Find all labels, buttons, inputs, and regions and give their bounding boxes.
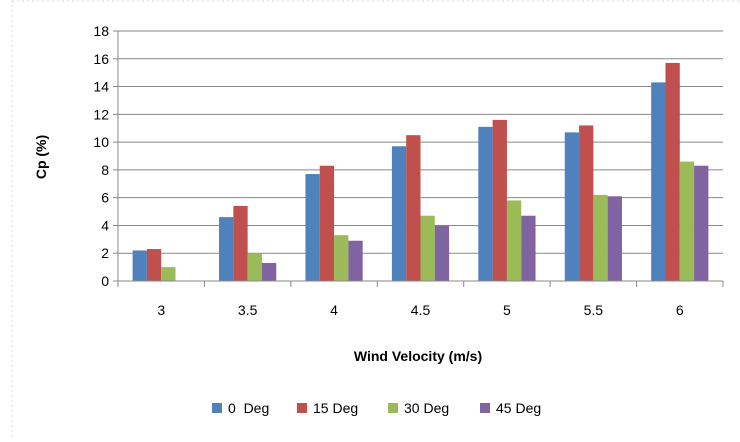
bar [593, 194, 608, 281]
y-tick-label: 6 [101, 190, 109, 206]
y-tick-label: 14 [93, 79, 109, 95]
legend: 0 Deg 15 Deg 30 Deg 45 Deg [212, 400, 541, 416]
x-tick-label: 5.5 [584, 302, 604, 318]
x-tick-label: 3 [157, 302, 165, 318]
bar [651, 82, 666, 281]
legend-label: 15 Deg [313, 400, 358, 416]
bar [694, 165, 709, 281]
x-tick-labels: 3 3.5 4 4.5 5 5.5 6 [157, 302, 684, 318]
x-tick-label: 6 [676, 302, 684, 318]
bar [334, 235, 349, 281]
y-tick-label: 4 [101, 217, 109, 233]
y-tick-label: 12 [93, 106, 109, 122]
y-tick-label: 18 [93, 23, 109, 39]
x-tick-label: 3.5 [238, 302, 258, 318]
bar [261, 262, 277, 281]
y-tick-label: 0 [101, 273, 109, 289]
legend-label: 45 Deg [496, 400, 541, 416]
bar [219, 217, 234, 281]
legend-swatch [297, 403, 307, 413]
bar [132, 250, 147, 281]
y-tick-label: 10 [93, 134, 109, 150]
bar [319, 165, 335, 281]
legend-label: 30 Deg [404, 400, 449, 416]
bar [492, 119, 507, 281]
legend-swatch [388, 403, 398, 413]
bar [521, 215, 536, 281]
bar [579, 125, 594, 281]
bar [161, 267, 176, 281]
bar [607, 196, 622, 281]
legend-swatch [480, 403, 490, 413]
bar [406, 135, 421, 281]
bar [420, 215, 435, 281]
bar [348, 240, 363, 281]
bar [391, 146, 407, 281]
bar [478, 126, 493, 281]
bar [434, 225, 450, 281]
bar [233, 206, 248, 281]
bar [146, 249, 162, 281]
bar [679, 161, 695, 281]
y-tick-labels: 0 2 4 6 8 10 12 14 16 18 [93, 23, 109, 289]
legend-label: 0 Deg [228, 400, 269, 416]
bar [305, 174, 320, 281]
y-tick-label: 2 [101, 245, 109, 261]
x-tick-label: 4.5 [411, 302, 431, 318]
x-tick-label: 4 [330, 302, 338, 318]
y-tick-label: 8 [101, 162, 109, 178]
bar [506, 200, 522, 281]
bar [247, 253, 262, 281]
x-axis-title: Wind Velocity (m/s) [354, 348, 482, 364]
legend-swatch [212, 403, 222, 413]
y-axis-title: Cp (%) [33, 135, 49, 179]
y-tick-label: 16 [93, 51, 109, 67]
bar [564, 132, 580, 281]
x-tick-label: 5 [503, 302, 511, 318]
bars [132, 62, 709, 281]
bar [665, 62, 680, 281]
axes [117, 31, 724, 287]
